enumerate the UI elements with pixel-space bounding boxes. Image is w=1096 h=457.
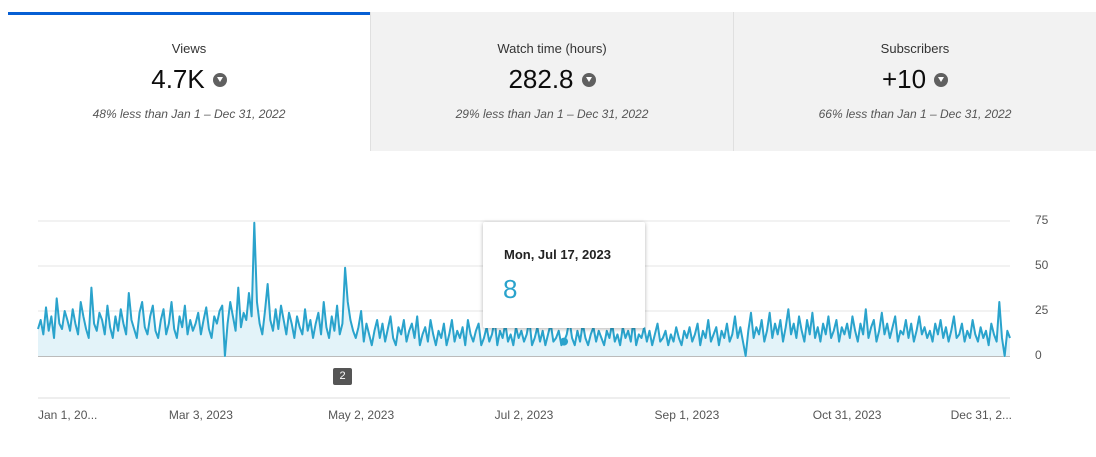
y-tick-label: 50 (1035, 258, 1049, 272)
tab-value-row: 4.7K (8, 64, 370, 95)
metric-tabs: Views 4.7K 48% less than Jan 1 – Dec 31, 2… (8, 12, 1096, 151)
tooltip: Mon, Jul 17, 2023 8 (483, 222, 645, 328)
tooltip-value: 8 (503, 274, 518, 304)
line (37, 221, 1011, 357)
tab-value: 4.7K (151, 64, 205, 94)
area (38, 222, 1010, 356)
tab[interactable]: Watch time (hours) 282.8 29% less than Jan… (370, 12, 733, 151)
x-tick-label: Jan 1, 20... (38, 408, 97, 422)
tab[interactable]: Views 4.7K 48% less than Jan 1 – Dec 31, 2… (8, 12, 370, 151)
x-tick-label: Dec 31, 2... (951, 408, 1012, 422)
down-icon (212, 72, 227, 87)
x-tick-label: Oct 31, 2023 (813, 408, 882, 422)
hover-point (560, 337, 569, 346)
tab-title: Watch time (hours) (497, 41, 607, 56)
down-icon (934, 72, 949, 87)
tab-comparison: 29% less than Jan 1 – Dec 31, 2022 (455, 107, 649, 121)
y-tick-label: 25 (1035, 303, 1049, 317)
y-tick-label: 0 (1035, 348, 1042, 362)
x-tick-label: Mar 3, 2023 (169, 408, 233, 422)
tab-comparison: 66% less than Jan 1 – Dec 31, 2022 (818, 107, 1012, 121)
tab-value: +10 (881, 64, 927, 94)
tab-comparison: 48% less than Jan 1 – Dec 31, 2022 (92, 107, 286, 121)
y-tick-label: 75 (1035, 213, 1049, 227)
tab-title: Subscribers (880, 41, 950, 56)
annotation-marker[interactable]: 2 (333, 368, 352, 385)
tab[interactable]: Subscribers +10 66% less than Jan 1 – Dec … (733, 12, 1096, 151)
x-tick-label: Jul 2, 2023 (495, 408, 554, 422)
tab-value: 282.8 (508, 64, 574, 94)
x-tick-label: May 2, 2023 (328, 408, 394, 422)
tooltip-date: Mon, Jul 17, 2023 (504, 247, 611, 262)
x-tick-label: Sep 1, 2023 (655, 408, 720, 422)
tab-value-row: 282.8 (371, 64, 733, 95)
tab-title: Views (171, 41, 207, 56)
tab-value-row: +10 (734, 64, 1096, 95)
down-icon (581, 72, 596, 87)
